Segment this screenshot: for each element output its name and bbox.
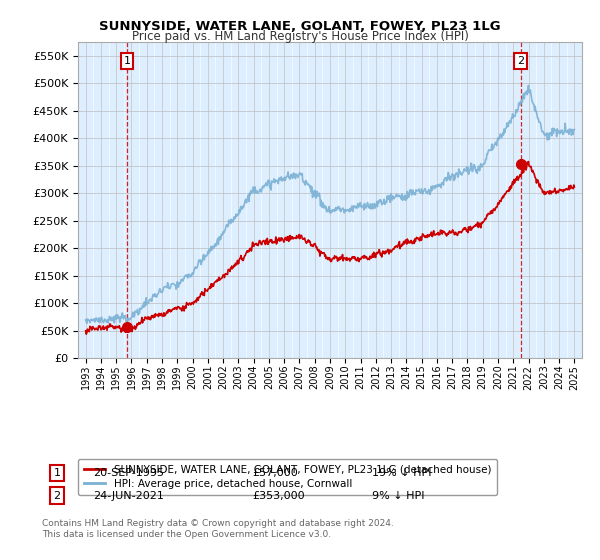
- Text: SUNNYSIDE, WATER LANE, GOLANT, FOWEY, PL23 1LG: SUNNYSIDE, WATER LANE, GOLANT, FOWEY, PL…: [99, 20, 501, 32]
- Text: 9% ↓ HPI: 9% ↓ HPI: [372, 491, 425, 501]
- Text: 2: 2: [517, 56, 524, 66]
- Text: 2: 2: [53, 491, 61, 501]
- Text: £353,000: £353,000: [252, 491, 305, 501]
- Text: 19% ↓ HPI: 19% ↓ HPI: [372, 468, 431, 478]
- Text: 20-SEP-1995: 20-SEP-1995: [93, 468, 164, 478]
- Text: £57,000: £57,000: [252, 468, 298, 478]
- Text: 1: 1: [53, 468, 61, 478]
- Legend: SUNNYSIDE, WATER LANE, GOLANT, FOWEY, PL23 1LG (detached house), HPI: Average pr: SUNNYSIDE, WATER LANE, GOLANT, FOWEY, PL…: [78, 459, 497, 495]
- Text: 1: 1: [124, 56, 131, 66]
- Text: 24-JUN-2021: 24-JUN-2021: [93, 491, 164, 501]
- Text: Price paid vs. HM Land Registry's House Price Index (HPI): Price paid vs. HM Land Registry's House …: [131, 30, 469, 43]
- Text: Contains HM Land Registry data © Crown copyright and database right 2024.
This d: Contains HM Land Registry data © Crown c…: [42, 520, 394, 539]
